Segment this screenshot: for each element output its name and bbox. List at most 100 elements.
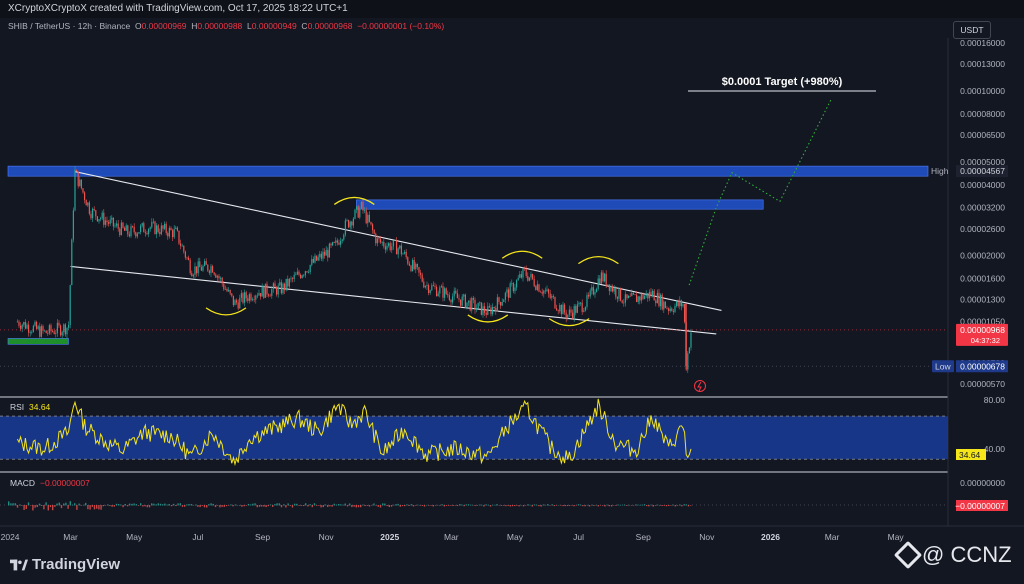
macd-histogram-bar: [148, 505, 151, 508]
candle-body: [640, 293, 642, 301]
macd-label: MACD: [10, 478, 35, 488]
macd-histogram-bar: [505, 505, 507, 507]
candle-body: [408, 263, 410, 266]
macd-histogram-bar: [43, 505, 45, 510]
candle-body: [531, 273, 534, 279]
candle-body: [48, 325, 50, 334]
macd-histogram-bar: [283, 504, 285, 506]
candle-body: [427, 285, 430, 293]
candle-body: [413, 259, 415, 269]
symbol-name[interactable]: SHIB / TetherUS · 12h · Binance: [8, 21, 131, 31]
macd-histogram-bar: [395, 504, 397, 506]
chart-canvas[interactable]: $0.0001 Target (+980%) 0.00016000 0.000130…: [0, 0, 1024, 548]
macd-histogram-bar: [324, 504, 327, 506]
candle-body: [50, 325, 52, 332]
macd-histogram-bar: [595, 504, 597, 506]
candle-body: [568, 309, 570, 315]
macd-histogram-bar: [593, 505, 595, 506]
macd-histogram-bar: [228, 505, 230, 506]
macd-histogram-bar: [421, 505, 423, 506]
macd-histogram-bar: [685, 504, 687, 506]
candle-body: [650, 291, 652, 297]
macd-histogram-bar: [338, 503, 340, 506]
candle-body: [541, 292, 543, 294]
candle-body: [240, 293, 242, 298]
candle-body: [155, 225, 158, 235]
candle-body: [565, 312, 567, 319]
candle-body: [554, 296, 556, 309]
candle-body: [371, 224, 374, 231]
macd-histogram-bar: [661, 505, 663, 506]
high-tag-value: 0.00004567: [960, 166, 1005, 176]
candle-body: [643, 296, 646, 300]
macd-histogram-bar: [335, 504, 338, 506]
macd-histogram-bar: [302, 505, 305, 507]
candle-body: [493, 306, 495, 309]
candle-body: [91, 208, 94, 219]
candle-body: [56, 322, 58, 334]
candle-body: [157, 225, 159, 233]
candle-body: [279, 282, 281, 286]
macd-histogram-bar: [670, 505, 672, 506]
macd-histogram-bar: [56, 503, 58, 506]
macd-histogram-bar: [679, 504, 681, 506]
macd-histogram-bar: [668, 505, 670, 506]
macd-histogram-bar: [351, 505, 353, 508]
macd-histogram-bar: [635, 504, 637, 506]
macd-histogram-bar: [289, 505, 291, 506]
candle-body: [514, 287, 516, 292]
candle-body: [535, 286, 537, 290]
candle-body: [93, 208, 95, 211]
macd-histogram-bar: [274, 504, 276, 506]
candle-body: [570, 309, 572, 313]
candle-body: [528, 277, 530, 281]
macd-histogram-bar: [547, 504, 549, 506]
candle-body: [672, 310, 674, 312]
macd-histogram-bar: [111, 505, 113, 507]
candle-body: [349, 221, 351, 228]
macd-histogram-bar: [597, 505, 599, 507]
candle-body: [474, 299, 476, 310]
candle-body: [133, 226, 135, 233]
rsi-label: RSI: [10, 402, 24, 412]
macd-histogram-bar: [452, 505, 454, 506]
macd-histogram-bar: [113, 505, 115, 507]
candle-body: [274, 283, 276, 288]
price-tick-label: 0.00002000: [960, 251, 1005, 261]
macd-histogram-bar: [531, 505, 533, 507]
candle-body: [291, 278, 294, 280]
candle-body: [547, 289, 550, 294]
candle-body: [143, 223, 145, 233]
candle-body: [466, 302, 468, 308]
macd-histogram-bar: [443, 505, 445, 507]
candle-body: [98, 219, 100, 222]
macd-histogram-bar: [87, 505, 89, 510]
candle-body: [23, 321, 25, 325]
candle-body: [312, 259, 314, 263]
candle-body: [440, 286, 442, 288]
time-tick-label: May: [126, 532, 143, 542]
swing-annotation-arc: [548, 318, 590, 327]
macd-histogram-bar: [514, 505, 516, 507]
wedge-lower: [70, 265, 717, 335]
candle-body: [282, 283, 284, 294]
candle-body: [375, 233, 377, 244]
macd-histogram-bar: [177, 503, 179, 506]
macd-histogram-bar: [74, 503, 76, 506]
candle-body: [261, 285, 263, 297]
price-tick-label: 0.00002600: [960, 224, 1005, 234]
macd-histogram-bar: [599, 505, 602, 506]
macd-histogram-bar: [551, 504, 553, 506]
macd-histogram-bar: [34, 505, 36, 508]
price-tick-label: 0.00001050: [960, 317, 1005, 327]
macd-histogram-bar: [441, 504, 443, 506]
currency-button[interactable]: USDT: [953, 21, 991, 39]
candle-body: [487, 306, 489, 315]
candle-body: [120, 222, 122, 236]
candle-body: [221, 277, 223, 284]
macd-histogram-bar: [320, 505, 322, 508]
candle-body: [106, 220, 108, 223]
candle-body: [520, 274, 522, 278]
macd-histogram-bar: [430, 505, 432, 506]
candle-body: [251, 299, 254, 301]
